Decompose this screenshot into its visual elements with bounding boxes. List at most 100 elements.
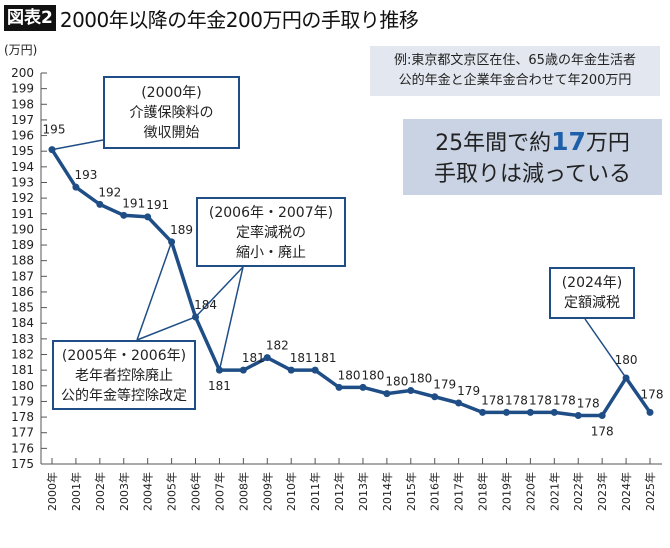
x-tick-label: 2008年 <box>236 472 250 511</box>
annotation-line: 定率減税の <box>236 225 306 241</box>
note-line-2: 公的年金と企業年金合わせて年200万円 <box>398 73 632 88</box>
x-tick-label: 2018年 <box>476 472 490 511</box>
data-label: 180 <box>338 368 361 382</box>
annotation-leader-line <box>136 241 173 341</box>
x-tick-label: 2006年 <box>189 472 203 511</box>
x-tick-label: 2014年 <box>380 472 394 511</box>
summary-box: 25年間で約17万円 手取りは減っている <box>403 119 662 195</box>
annotation-line: 縮小・廃止 <box>236 245 306 261</box>
x-tick-label: 2023年 <box>595 472 609 511</box>
y-tick-label: 190 <box>11 222 34 236</box>
x-tick-label: 2024年 <box>619 472 633 511</box>
figure-tag: 図表2 <box>4 5 56 31</box>
annotation-2005-2006: (2005年・2006年) 老年者控除廃止 公的年金等控除改定 <box>52 340 196 410</box>
data-label: 179 <box>433 378 456 392</box>
x-tick-label: 2025年 <box>643 472 657 511</box>
summary-post: 万円 <box>585 131 630 156</box>
data-point <box>550 408 558 416</box>
data-label: 189 <box>170 223 193 237</box>
figure-title-text: 2000年以降の年金200万円の手取り推移 <box>59 7 419 32</box>
data-label: 191 <box>122 196 145 210</box>
data-label: 181 <box>242 351 265 365</box>
data-point <box>263 354 271 362</box>
data-point <box>646 408 654 416</box>
y-tick-label: 191 <box>11 207 34 221</box>
data-label: 184 <box>194 298 217 312</box>
data-label: 181 <box>314 351 337 365</box>
data-point <box>120 211 128 219</box>
y-tick-label: 197 <box>11 113 34 127</box>
data-label: 179 <box>457 384 480 398</box>
data-point <box>192 313 200 321</box>
annotation-line: 介護保険料の <box>129 105 214 121</box>
data-label: 180 <box>362 368 385 382</box>
y-tick-label: 183 <box>11 332 34 346</box>
annotation-line: 定額減税 <box>564 295 620 311</box>
data-label: 180 <box>615 353 638 367</box>
data-point <box>72 183 80 191</box>
y-tick-label: 180 <box>11 379 34 393</box>
annotation-line: 公的年金等控除改定 <box>61 388 187 404</box>
x-tick-label: 2020年 <box>523 472 537 511</box>
data-point <box>407 386 415 394</box>
data-point <box>383 390 391 398</box>
data-point <box>239 366 247 374</box>
data-label: 178 <box>481 393 504 407</box>
summary-line-1: 25年間で約17万円 <box>403 126 662 159</box>
y-tick-label: 188 <box>11 254 34 268</box>
x-tick-label: 2021年 <box>547 472 561 511</box>
data-label: 180 <box>385 375 408 389</box>
x-tick-label: 2019年 <box>499 472 513 511</box>
data-point <box>359 383 367 391</box>
y-tick-label: 194 <box>11 160 34 174</box>
annotation-line: (2000年) <box>141 85 202 101</box>
y-tick-label: 176 <box>11 441 34 455</box>
data-label: 191 <box>146 198 169 212</box>
x-tick-label: 2013年 <box>356 472 370 511</box>
x-tick-label: 2003年 <box>117 472 131 511</box>
data-label: 180 <box>409 371 432 385</box>
y-tick-label: 196 <box>11 129 34 143</box>
y-tick-label: 193 <box>11 175 34 189</box>
data-label: 192 <box>98 185 121 199</box>
y-tick-label: 179 <box>11 394 34 408</box>
data-point <box>144 213 152 221</box>
data-label: 181 <box>290 351 313 365</box>
annotation-2000: (2000年) 介護保険料の 徴収開始 <box>103 76 240 149</box>
annotation-leader-line <box>218 266 244 371</box>
annotation-line: (2006年・2007年) <box>208 205 334 221</box>
y-axis-label: (万円) <box>4 43 37 57</box>
x-tick-label: 2015年 <box>404 472 418 511</box>
x-tick-label: 2001年 <box>69 472 83 511</box>
y-tick-label: 195 <box>11 144 34 158</box>
data-label: 195 <box>43 123 66 137</box>
annotation-leader-line <box>136 316 196 341</box>
summary-line-2: 手取りは減っている <box>434 162 631 187</box>
x-tick-label: 2017年 <box>452 472 466 511</box>
annotation-leader-line <box>584 318 627 379</box>
y-tick-label: 184 <box>11 316 34 330</box>
y-tick-label: 182 <box>11 348 34 362</box>
series-line <box>50 148 652 418</box>
data-point <box>335 383 343 391</box>
data-label: 178 <box>577 397 600 411</box>
data-point <box>598 412 606 420</box>
annotation-line: (2024年) <box>561 275 623 291</box>
note-line-1: 例:東京都文京区在住、65歳の年金生活者 <box>394 53 636 68</box>
data-point <box>479 408 487 416</box>
data-point <box>287 366 295 374</box>
summary-pre: 25年間で約 <box>435 131 552 156</box>
x-tick-label: 2002年 <box>93 472 107 511</box>
y-tick-label: 186 <box>11 285 34 299</box>
figure-title: 図表2 2000年以降の年金200万円の手取り推移 <box>4 4 419 32</box>
annotation-line: 老年者控除廃止 <box>75 368 173 384</box>
y-tick-label: 199 <box>11 82 34 96</box>
annotation-line: (2005年・2006年) <box>61 348 187 364</box>
data-point <box>311 366 319 374</box>
x-tick-label: 2011年 <box>308 472 322 511</box>
x-tick-label: 2009年 <box>260 472 274 511</box>
annotation-2024: (2024年) 定額減税 <box>549 267 635 319</box>
x-tick-label: 2000年 <box>45 472 59 511</box>
x-tick-label: 2010年 <box>284 472 298 511</box>
